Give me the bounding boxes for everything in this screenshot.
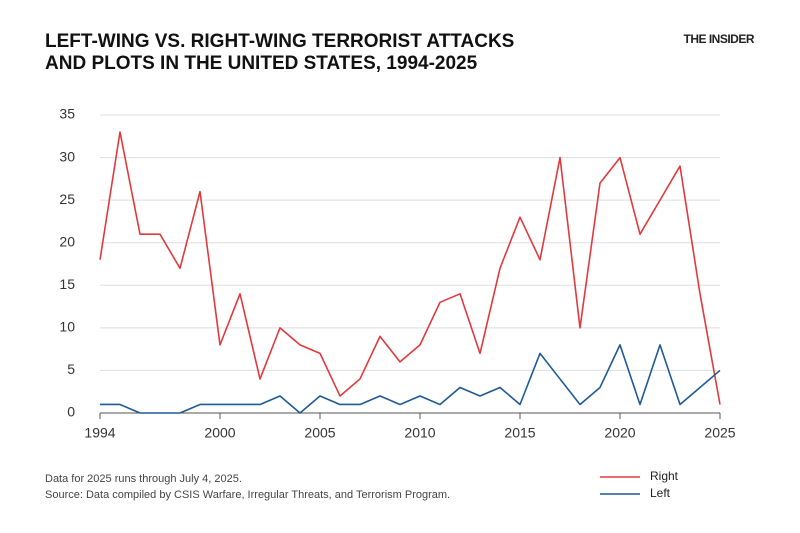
y-tick-label: 30 xyxy=(59,148,75,164)
y-tick-label: 20 xyxy=(59,233,75,249)
y-tick-label: 5 xyxy=(67,361,75,377)
x-tick-label: 2015 xyxy=(504,425,535,441)
x-tick-label: 2000 xyxy=(204,425,235,441)
y-tick-label: 35 xyxy=(59,106,75,122)
legend-label: Left xyxy=(650,486,671,500)
series-line xyxy=(99,131,721,405)
x-tick-label: 2005 xyxy=(304,425,335,441)
y-tick-label: 0 xyxy=(67,404,75,420)
y-tick-label: 25 xyxy=(59,191,75,207)
y-tick-label: 15 xyxy=(59,276,75,292)
x-tick-label: 2025 xyxy=(704,425,735,441)
series-line xyxy=(100,344,721,414)
legend-label: Right xyxy=(650,469,679,483)
footnote: Data for 2025 runs through July 4, 2025. xyxy=(45,473,242,485)
x-tick-label: 2020 xyxy=(604,425,635,441)
source: Source: Data compiled by CSIS Warfare, I… xyxy=(45,489,450,501)
y-tick-label: 10 xyxy=(59,319,75,335)
chart-title: AND PLOTS IN THE UNITED STATES, 1994-202… xyxy=(45,53,478,74)
chart-title: LEFT-WING VS. RIGHT-WING TERRORIST ATTAC… xyxy=(45,31,514,52)
brand: THE INSIDER xyxy=(683,32,754,46)
x-tick-label: 2010 xyxy=(404,425,435,441)
x-tick-label: 1994 xyxy=(84,425,115,441)
